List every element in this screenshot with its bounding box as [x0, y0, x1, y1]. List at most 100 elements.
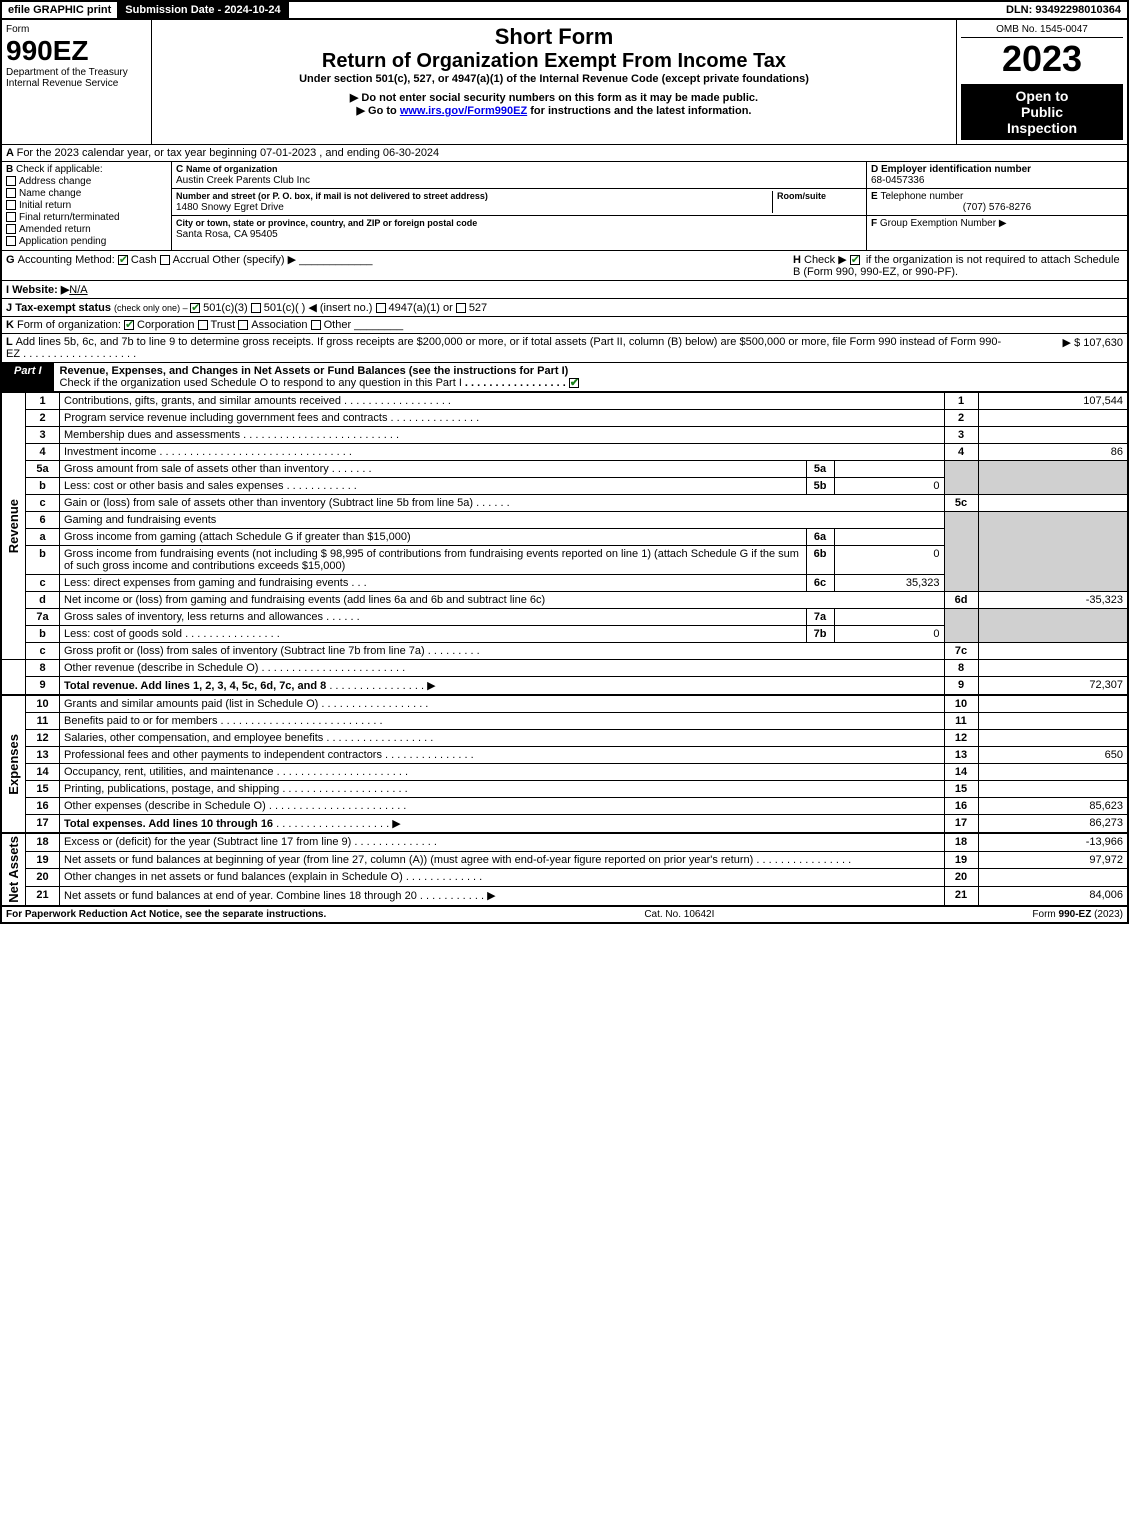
r19-n: 19 [26, 851, 60, 869]
f-grp-h: Group Exemption Number [880, 218, 996, 229]
note-ssn: ▶ Do not enter social security numbers o… [156, 91, 952, 104]
r7b-sa: 0 [834, 626, 944, 643]
title-return: Return of Organization Exempt From Incom… [156, 50, 952, 73]
chk-association[interactable] [238, 320, 248, 330]
r6c-sb: 6c [806, 575, 834, 592]
chk-other-org[interactable] [311, 320, 321, 330]
j-label: Tax-exempt status [15, 302, 111, 314]
r6c-t: Less: direct expenses from gaming and fu… [60, 575, 807, 592]
r3-n: 3 [26, 427, 60, 444]
subtitle-section: Under section 501(c), 527, or 4947(a)(1)… [156, 73, 952, 85]
r5a-t: Gross amount from sale of assets other t… [60, 461, 807, 478]
r7c-n: c [26, 643, 60, 660]
r6a-n: a [26, 529, 60, 546]
line-a: A For the 2023 calendar year, or tax yea… [0, 144, 1129, 162]
r20-b: 20 [944, 869, 978, 887]
r11-t: Benefits paid to or for members . . . . … [60, 713, 945, 730]
r15-a [978, 781, 1128, 798]
chk-application-pending[interactable]: Application pending [6, 236, 167, 247]
r6b-t: Gross income from fundraising events (no… [60, 546, 807, 575]
r10-a [978, 696, 1128, 713]
expenses-side: Expenses [1, 696, 26, 833]
chk-501c3[interactable] [190, 303, 200, 313]
efile-label[interactable]: efile GRAPHIC print [2, 2, 119, 18]
r5c-b: 5c [944, 495, 978, 512]
chk-527[interactable] [456, 303, 466, 313]
r6a-sa [834, 529, 944, 546]
j-o4: 527 [469, 302, 487, 314]
chk-schedule-o[interactable] [569, 378, 579, 388]
i-label: Website: ▶ [12, 284, 69, 296]
chk-cash[interactable] [118, 255, 128, 265]
chk-trust[interactable] [198, 320, 208, 330]
r5ab-shade2 [978, 461, 1128, 495]
r6d-b: 6d [944, 592, 978, 609]
r3-b: 3 [944, 427, 978, 444]
part1-chk-text: Check if the organization used Schedule … [60, 377, 462, 389]
line-l: L Add lines 5b, 6c, and 7b to line 9 to … [0, 334, 1129, 363]
chk-final-return[interactable]: Final return/terminated [6, 212, 167, 223]
r13-b: 13 [944, 747, 978, 764]
chk-address-change[interactable]: Address change [6, 176, 167, 187]
r9-b: 9 [944, 677, 978, 695]
r2-n: 2 [26, 410, 60, 427]
tel-value: (707) 576-8276 [871, 202, 1123, 213]
form-number: 990EZ [6, 35, 147, 67]
r6a-t: Gross income from gaming (attach Schedul… [60, 529, 807, 546]
c-room-h: Room/suite [777, 191, 826, 201]
r21-a: 84,006 [978, 886, 1128, 905]
r6c-n: c [26, 575, 60, 592]
dept-treasury: Department of the Treasury [6, 67, 147, 78]
chk-name-change[interactable]: Name change [6, 188, 167, 199]
goto-post: for instructions and the latest informat… [527, 105, 751, 117]
goto-pre: ▶ Go to [357, 105, 400, 117]
r2-a [978, 410, 1128, 427]
chk-4947[interactable] [376, 303, 386, 313]
note-goto: ▶ Go to www.irs.gov/Form990EZ for instru… [156, 104, 952, 117]
part1-title: Revenue, Expenses, and Changes in Net As… [54, 363, 1127, 391]
l-amount: ▶ $ 107,630 [1003, 336, 1123, 360]
dln: DLN: 93492298010364 [1000, 2, 1127, 18]
r6d-t: Net income or (loss) from gaming and fun… [60, 592, 945, 609]
inspection-box: Open to Public Inspection [961, 84, 1123, 140]
insp-2: Public [965, 104, 1119, 120]
r7c-t: Gross profit or (loss) from sales of inv… [60, 643, 945, 660]
chk-initial-return[interactable]: Initial return [6, 200, 167, 211]
chk-schedule-b[interactable] [850, 255, 860, 265]
r5b-sa: 0 [834, 478, 944, 495]
chk-corporation[interactable] [124, 320, 134, 330]
chk-amended-return[interactable]: Amended return [6, 224, 167, 235]
r14-a [978, 764, 1128, 781]
chk-accrual[interactable] [160, 255, 170, 265]
r16-b: 16 [944, 798, 978, 815]
k-corp: Corporation [137, 319, 194, 331]
website-value: N/A [69, 284, 87, 296]
r3-a [978, 427, 1128, 444]
ein-value: 68-0457336 [871, 175, 924, 186]
r8-b: 8 [944, 660, 978, 677]
r5a-sb: 5a [806, 461, 834, 478]
r18-a: -13,966 [978, 834, 1128, 852]
org-name: Austin Creek Parents Club Inc [176, 175, 310, 186]
line-g: G Accounting Method: Cash Accrual Other … [6, 253, 793, 278]
r7a-t: Gross sales of inventory, less returns a… [60, 609, 807, 626]
r7a-sa [834, 609, 944, 626]
omb-number: OMB No. 1545-0047 [961, 24, 1123, 38]
c-street-h: Number and street (or P. O. box, if mail… [176, 191, 488, 201]
r7c-a [978, 643, 1128, 660]
r15-n: 15 [26, 781, 60, 798]
r10-b: 10 [944, 696, 978, 713]
k-trust: Trust [211, 319, 236, 331]
r11-b: 11 [944, 713, 978, 730]
part1-header: Part I Revenue, Expenses, and Changes in… [0, 363, 1129, 392]
chk-501c[interactable] [251, 303, 261, 313]
line-j: J Tax-exempt status (check only one) – 5… [0, 299, 1129, 317]
r18-n: 18 [26, 834, 60, 852]
e-tel-h: Telephone number [880, 191, 963, 202]
irs-link[interactable]: www.irs.gov/Form990EZ [400, 105, 527, 117]
r7ab-shade2 [978, 609, 1128, 643]
r8-t: Other revenue (describe in Schedule O) .… [60, 660, 945, 677]
r6a-sb: 6a [806, 529, 834, 546]
f-grp-arrow: ▶ [999, 218, 1007, 229]
r11-a [978, 713, 1128, 730]
